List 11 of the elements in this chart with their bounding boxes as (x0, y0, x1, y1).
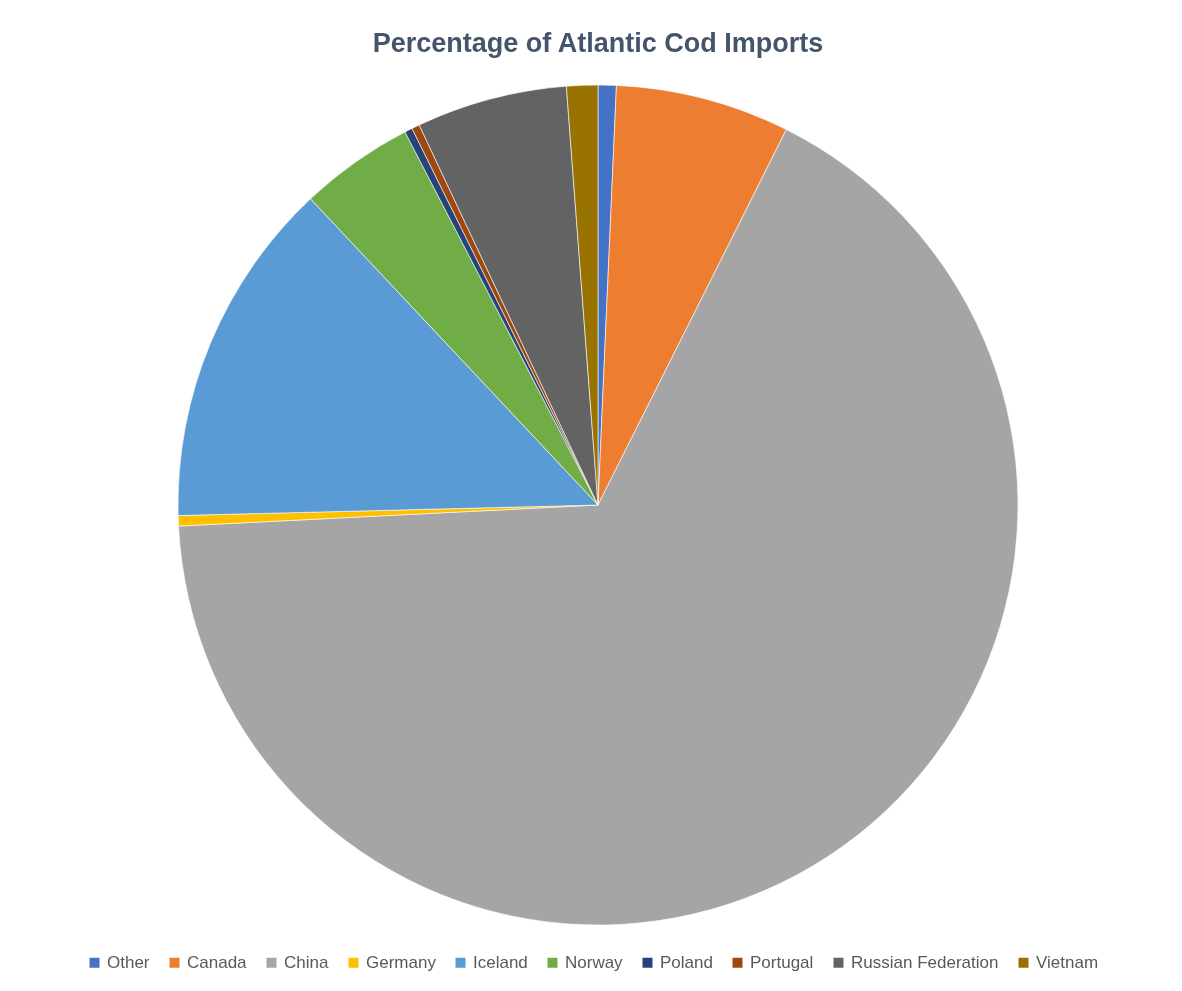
legend-label: Portugal (750, 952, 814, 972)
legend-label: Canada (187, 952, 248, 972)
legend-label: Other (107, 952, 150, 972)
legend-label: Norway (565, 952, 624, 972)
legend-label: China (284, 952, 329, 972)
legend-label: Vietnam (1036, 952, 1099, 972)
legend-label: Iceland (473, 952, 528, 972)
legend-label: Poland (660, 952, 713, 972)
legend-label: Russian Federation (851, 952, 999, 972)
legend-label: Germany (366, 952, 437, 972)
chart-title: Percentage of Atlantic Cod Imports (372, 27, 824, 58)
